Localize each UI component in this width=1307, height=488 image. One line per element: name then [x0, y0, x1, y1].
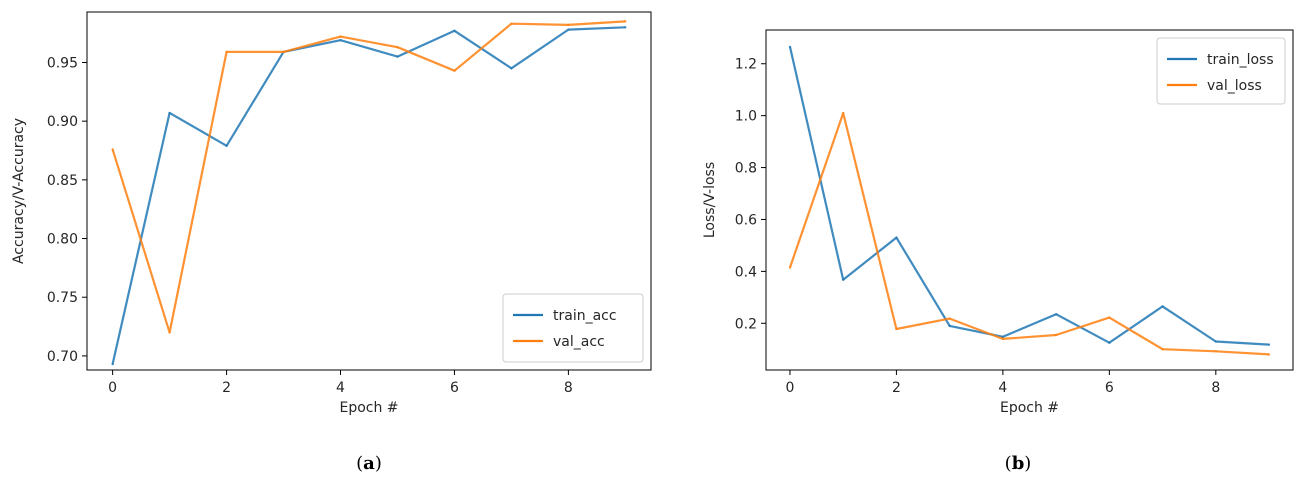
panel-label-close: ) — [1024, 453, 1031, 474]
x-axis-label: Epoch # — [1000, 400, 1059, 416]
chart-panel-a: 0 2 4 6 8 0.70 0.75 0.80 0.85 0.90 0.95 Epoch # Accu… — [11, 11, 652, 474]
legend-label-train-acc: train_acc — [553, 308, 617, 324]
data-point-train-loss — [788, 45, 792, 48]
x-tick-label: 6 — [1105, 380, 1114, 396]
data-point-train-acc — [453, 29, 456, 32]
data-point-train-acc — [510, 67, 513, 70]
data-point-val-loss — [1055, 333, 1058, 337]
y-tick-label: 0.90 — [47, 114, 78, 130]
data-point-val-acc — [453, 69, 456, 72]
chart-panel-b: 0 2 4 6 8 0.2 0.4 0.6 0.8 1.0 1.2 Epoch # Loss/V-los… — [702, 29, 1294, 474]
data-point-val-loss — [1267, 353, 1271, 356]
legend-label-train-loss: train_loss — [1207, 52, 1274, 68]
data-point-train-acc — [111, 363, 114, 366]
data-point-train-loss — [948, 324, 951, 327]
data-point-val-acc — [624, 20, 627, 23]
y-tick-label: 0.70 — [47, 349, 78, 365]
series-line-val-loss — [788, 111, 1270, 356]
data-point-train-acc — [567, 28, 570, 31]
y-axis-label: Loss/V-loss — [702, 162, 718, 238]
data-point-val-acc — [339, 35, 342, 38]
data-point-val-acc — [168, 331, 171, 334]
data-point-train-acc — [168, 111, 171, 115]
data-point-train-loss — [1001, 335, 1004, 338]
panel-label-letter: b — [1012, 453, 1025, 474]
panel-label-close: ) — [375, 453, 382, 474]
x-axis-label: Epoch # — [339, 400, 398, 416]
data-point-val-loss — [948, 317, 951, 320]
data-point-train-loss — [1214, 340, 1217, 343]
y-tick-label: 0.75 — [47, 290, 78, 306]
x-tick-label: 4 — [336, 380, 345, 396]
data-point-train-acc — [339, 39, 342, 42]
data-point-train-acc — [624, 26, 627, 29]
legend-label-val-loss: val_loss — [1207, 78, 1262, 94]
y-tick-label: 1.2 — [735, 57, 757, 73]
x-tick-label: 0 — [108, 380, 117, 396]
x-tick-label: 8 — [564, 380, 573, 396]
data-point-val-loss — [788, 266, 792, 269]
x-tick-label: 6 — [450, 380, 459, 396]
data-point-val-loss — [1161, 348, 1164, 351]
y-axis-label: Accuracy/V-Accuracy — [11, 118, 27, 264]
x-tick-label: 4 — [998, 380, 1007, 396]
data-point-train-loss — [895, 236, 898, 239]
x-tick-label: 2 — [222, 380, 231, 396]
series-line-val-acc — [111, 20, 626, 334]
series-line-train-acc — [111, 26, 626, 365]
data-point-train-acc — [396, 55, 399, 58]
data-point-val-loss — [1108, 316, 1111, 319]
legend: train_loss val_loss — [1156, 37, 1286, 105]
data-point-val-acc — [396, 46, 399, 49]
y-tick-label: 0.85 — [47, 173, 78, 189]
y-tick-label: 0.4 — [735, 264, 757, 280]
data-point-val-loss — [1001, 337, 1004, 340]
y-tick-label: 0.80 — [47, 232, 78, 248]
data-point-train-loss — [1055, 313, 1058, 316]
legend-box — [502, 293, 644, 363]
data-point-val-loss — [842, 111, 845, 115]
x-tick-label: 2 — [892, 380, 901, 396]
series-line-train-loss — [788, 46, 1270, 346]
y-tick-label: 0.2 — [735, 316, 757, 332]
panel-label-letter: a — [363, 453, 375, 474]
legend-label-val-acc: val_acc — [553, 334, 605, 350]
data-point-val-loss — [895, 327, 898, 331]
data-point-train-loss — [842, 278, 845, 281]
data-point-train-acc — [225, 144, 228, 147]
panel-label-open: ( — [1005, 453, 1012, 474]
x-tick-label: 8 — [1211, 380, 1220, 396]
data-point-val-loss — [1214, 350, 1217, 353]
data-point-val-acc — [225, 50, 228, 54]
legend-box — [1156, 37, 1286, 105]
y-tick-label: 1.0 — [735, 109, 757, 125]
panel-label-open: ( — [356, 453, 363, 474]
panel-label: (b) — [1005, 453, 1032, 474]
x-tick-label: 0 — [785, 380, 794, 396]
data-point-val-acc — [111, 148, 114, 151]
legend: train_acc val_acc — [502, 293, 644, 363]
panel-label: (a) — [356, 453, 382, 474]
data-point-val-acc — [510, 22, 513, 25]
y-tick-label: 0.95 — [47, 55, 78, 71]
data-point-train-loss — [1267, 343, 1271, 346]
data-point-val-acc — [282, 50, 285, 54]
y-tick-label: 0.6 — [735, 212, 757, 228]
data-point-val-acc — [567, 23, 570, 27]
y-tick-label: 0.8 — [735, 161, 757, 177]
data-point-train-loss — [1161, 305, 1164, 308]
data-point-train-loss — [1108, 341, 1111, 344]
